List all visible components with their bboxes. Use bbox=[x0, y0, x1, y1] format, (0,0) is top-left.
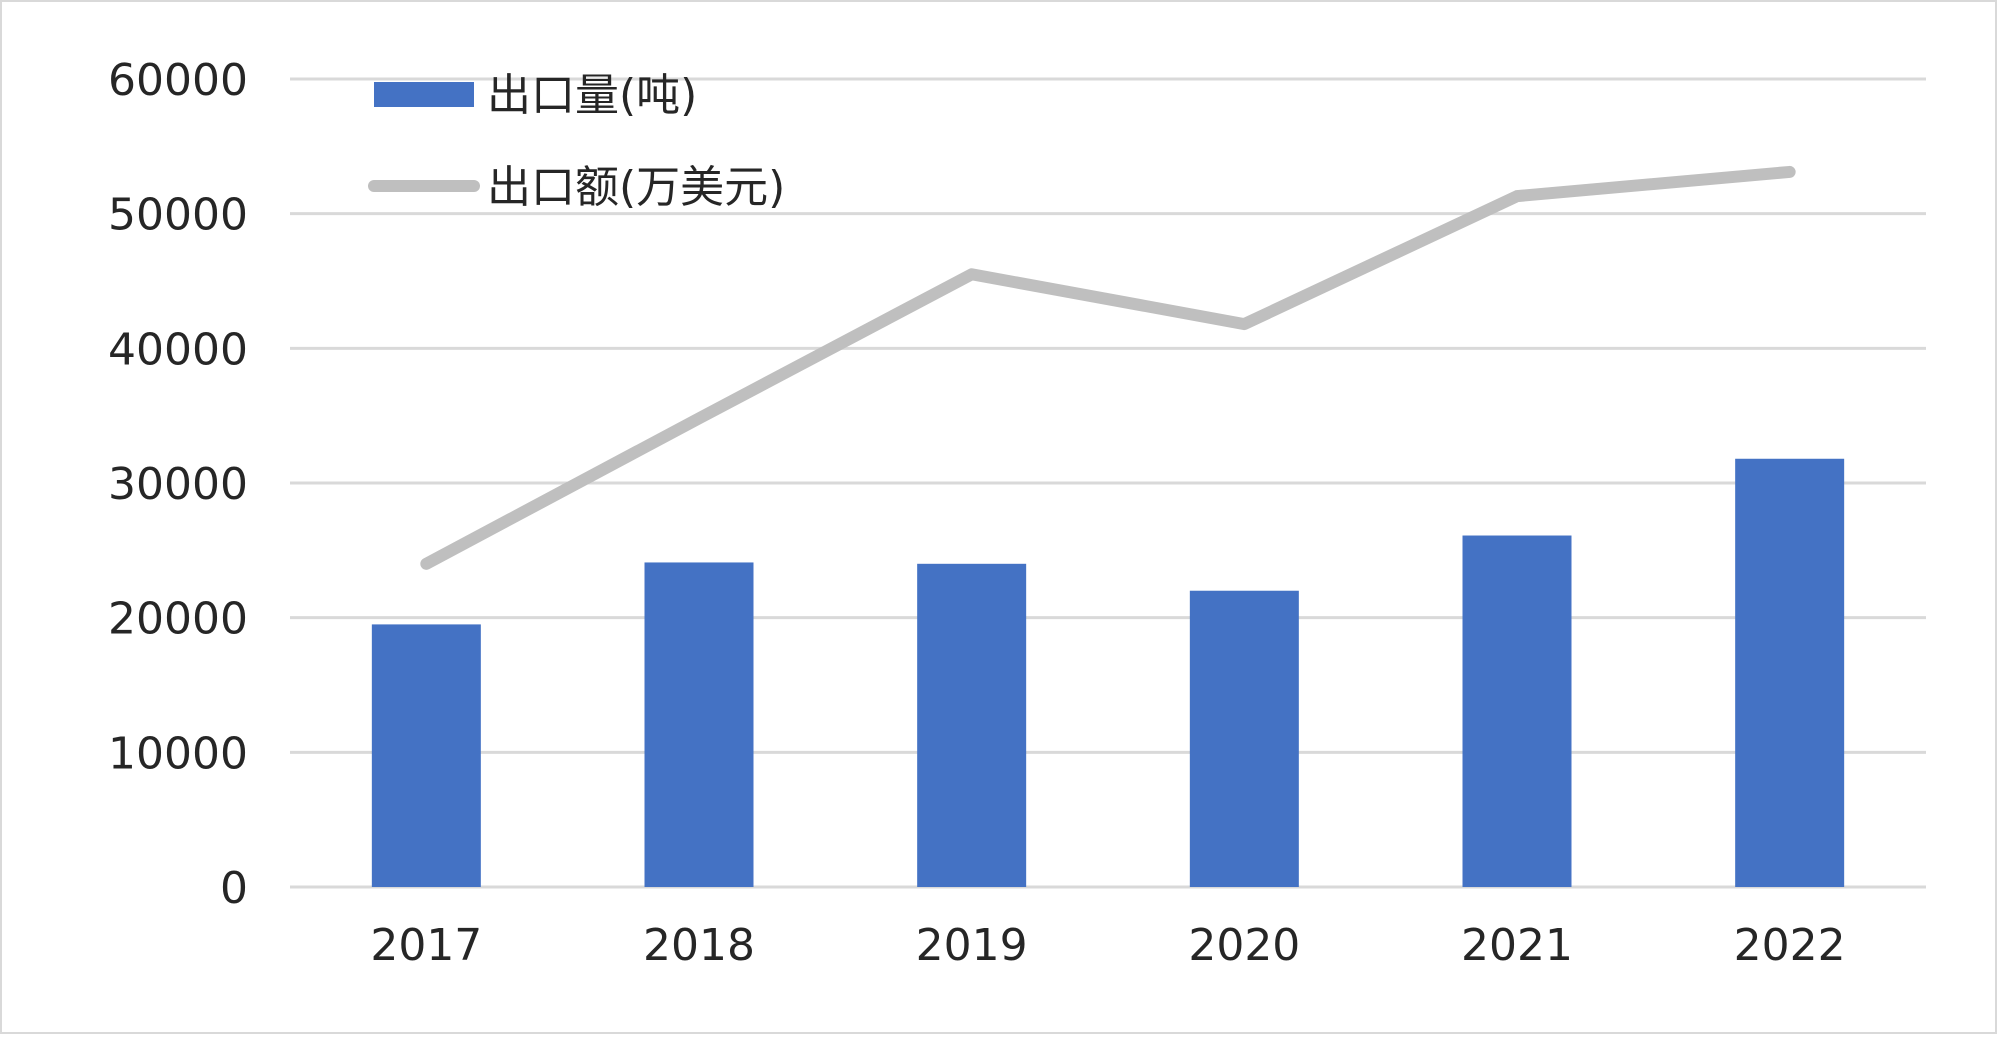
y-axis-tick-labels: 0 10000 20000 30000 40000 50000 60000 bbox=[108, 55, 248, 914]
y-tick-label: 40000 bbox=[108, 324, 248, 375]
x-tick-label: 2018 bbox=[643, 920, 755, 971]
legend-swatch-export-volume bbox=[374, 82, 474, 107]
y-tick-label: 30000 bbox=[108, 459, 248, 510]
legend: 出口量(吨) 出口额(万美元) bbox=[368, 70, 785, 213]
x-axis-tick-labels: 2017 2018 2019 2020 2021 2022 bbox=[370, 920, 1845, 971]
bar-export-volume-2017 bbox=[371, 624, 481, 887]
x-tick-label: 2022 bbox=[1734, 920, 1846, 971]
bar-export-volume-2022 bbox=[1735, 458, 1845, 887]
bar-export-volume-2021 bbox=[1462, 535, 1572, 887]
y-tick-label: 20000 bbox=[108, 594, 248, 645]
bar-export-volume-2018 bbox=[644, 562, 754, 887]
legend-label-export-volume: 出口量(吨) bbox=[487, 70, 697, 121]
bar-export-volume-2020 bbox=[1189, 590, 1299, 887]
bar-series bbox=[371, 458, 1845, 887]
x-tick-label: 2019 bbox=[916, 920, 1028, 971]
legend-label-export-value: 出口额(万美元) bbox=[487, 162, 785, 213]
y-tick-label: 60000 bbox=[108, 55, 248, 106]
line-export-value bbox=[420, 165, 1796, 570]
bar-export-volume-2019 bbox=[917, 563, 1027, 887]
x-tick-label: 2021 bbox=[1461, 920, 1573, 971]
grid-lines bbox=[290, 77, 1926, 889]
y-tick-label: 10000 bbox=[108, 728, 248, 779]
y-tick-label: 50000 bbox=[108, 190, 248, 241]
x-tick-label: 2020 bbox=[1188, 920, 1300, 971]
y-tick-label: 0 bbox=[220, 863, 248, 914]
x-tick-label: 2017 bbox=[370, 920, 482, 971]
line-series bbox=[420, 165, 1796, 570]
